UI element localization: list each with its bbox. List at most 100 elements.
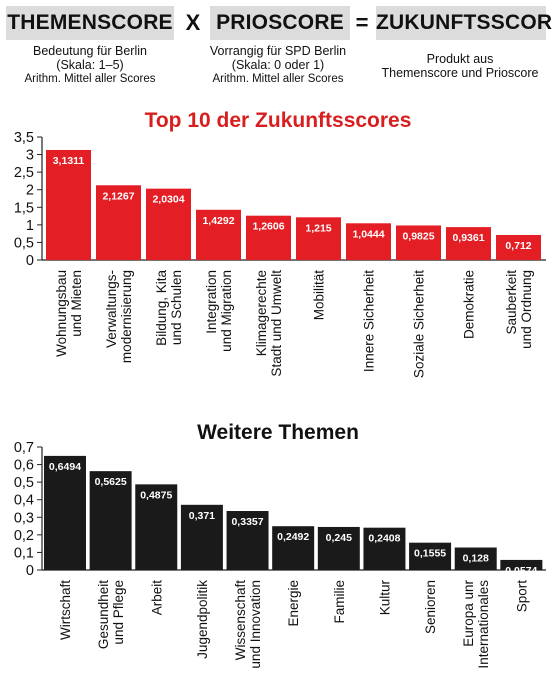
themenscore-label: THEMENSCORE <box>6 6 174 40</box>
y-tick-label: 0,1 <box>14 545 34 561</box>
category-label: Sport <box>514 580 529 613</box>
y-tick-label: 0,3 <box>14 510 34 526</box>
y-tick-label: 1 <box>26 218 34 234</box>
prioscore-desc-line2: (Skala: 0 oder 1) <box>231 58 325 72</box>
data-label: 0,0574 <box>505 565 537 577</box>
category-label: Kultur <box>377 580 392 616</box>
y-tick-label: 3,5 <box>14 130 34 146</box>
y-tick-label: 0 <box>26 563 34 579</box>
prioscore-label: PRIOSCORE <box>210 6 350 40</box>
category-label: Demokratie <box>462 270 477 339</box>
data-label: 1,215 <box>305 222 331 234</box>
data-label: 0,9361 <box>452 232 484 244</box>
bar <box>89 471 132 570</box>
themenscore-desc-line2: (Skala: 1–5) <box>56 58 124 72</box>
category-label: Energie <box>286 580 301 627</box>
bar <box>272 526 315 570</box>
data-label: 3,1311 <box>53 155 85 167</box>
prioscore-description: Vorrangig für SPD Berlin (Skala: 0 oder … <box>188 44 368 86</box>
themenscore-desc-line3: Arithm. Mittel aller Scores <box>24 73 156 85</box>
data-label: 0,2492 <box>277 531 309 543</box>
y-tick-label: 0,6 <box>14 458 34 474</box>
data-label: 0,371 <box>189 510 215 522</box>
category-label: Gesundheitund Pflege <box>96 580 126 649</box>
y-tick-label: 1,5 <box>14 200 34 216</box>
data-label: 0,5625 <box>95 476 127 488</box>
bar <box>296 217 341 260</box>
data-label: 0,128 <box>463 553 489 565</box>
category-label: Bildung, Kitaund Schulen <box>154 270 184 346</box>
data-label: 0,2408 <box>368 533 400 545</box>
y-tick-label: 0,5 <box>14 475 34 491</box>
bar <box>226 511 269 570</box>
bar <box>500 559 543 570</box>
category-label: Jugendpolitik <box>195 580 210 659</box>
equals-operator: = <box>355 10 369 35</box>
bar <box>317 526 360 570</box>
y-tick-label: 0,7 <box>14 440 34 456</box>
category-label: Europa unrInternationales <box>461 579 491 668</box>
prioscore-desc-line1: Vorrangig für SPD Berlin <box>209 44 347 58</box>
bar <box>44 455 86 570</box>
bar <box>196 209 241 260</box>
zukunftsscore-description: Produkt aus Themenscore und Prioscore <box>370 52 550 80</box>
zukunftsscore-label: ZUKUNFTSSCORE <box>376 6 552 40</box>
y-tick-label: 0 <box>26 253 34 269</box>
bar <box>46 149 91 260</box>
prioscore-desc-line3: Arithm. Mittel aller Scores <box>212 73 344 85</box>
category-label: Soziale Sicherheit <box>412 270 427 378</box>
data-label: 1,2606 <box>252 221 284 233</box>
y-tick-label: 0,5 <box>14 235 34 251</box>
data-label: 0,1555 <box>414 548 446 560</box>
top10-chart: Top 10 der Zukunftsscores 0 0,51 1,52 2,53 3,… <box>14 109 546 378</box>
y-tick-label: 3 <box>26 148 34 164</box>
category-label: Mobilität <box>312 270 327 321</box>
y-tick-label: 0,2 <box>14 528 34 544</box>
y-tick-label: 0,4 <box>14 493 34 509</box>
data-label: 0,4875 <box>140 489 172 501</box>
chart-title: Weitere Themen <box>197 421 359 444</box>
zukunft-desc-line2: Themenscore und Prioscore <box>381 66 539 80</box>
category-label: Familie <box>332 580 347 624</box>
bar <box>396 225 441 260</box>
data-label: 0,3357 <box>231 516 263 528</box>
bar <box>180 504 223 570</box>
data-label: 0,245 <box>326 532 352 544</box>
y-tick-label: 2 <box>26 183 34 199</box>
bar <box>496 234 541 260</box>
data-label: 0,6494 <box>49 461 81 473</box>
category-label: Innere Sicherheit <box>362 270 377 372</box>
category-label: Verwaltungs-modernisierung <box>104 270 134 363</box>
category-label: Wirtschaft <box>58 580 73 640</box>
weitere-themen-chart: Weitere Themen 0 0,10,2 0,30,4 0,50,6 0,7 0,64… <box>14 421 546 669</box>
data-label: 2,0304 <box>152 194 184 206</box>
score-formula-header: THEMENSCORE X PRIOSCORE = ZUKUNFTSSCORE … <box>0 0 552 96</box>
themenscore-desc-line1: Bedeutung für Berlin <box>33 44 147 58</box>
multiply-operator: X <box>185 10 201 35</box>
chart-title: Top 10 der Zukunftsscores <box>145 109 412 132</box>
data-label: 0,712 <box>505 240 531 252</box>
category-label: KlimagerechteStadt und Umwelt <box>254 270 284 377</box>
category-label: Arbeit <box>149 580 164 616</box>
data-label: 0,9825 <box>402 230 434 242</box>
category-label: Sauberkeitund Ordnung <box>504 270 534 349</box>
y-tick-label: 2,5 <box>14 165 34 181</box>
data-label: 2,1267 <box>102 190 134 202</box>
data-label: 1,4292 <box>202 215 234 227</box>
bar <box>346 223 391 260</box>
bar <box>146 188 191 260</box>
category-label: Wissenschaftund Innovation <box>233 580 263 669</box>
data-label: 1,0444 <box>352 228 384 240</box>
bar <box>135 484 178 570</box>
bar <box>246 215 291 260</box>
bar <box>363 527 406 570</box>
bar <box>96 185 141 260</box>
bar <box>446 227 491 260</box>
themenscore-description: Bedeutung für Berlin (Skala: 1–5) Arithm… <box>0 44 180 86</box>
zukunft-desc-line1: Produkt aus <box>426 52 494 66</box>
bar <box>454 547 497 570</box>
category-label: Wohnungsbauund Mieten <box>54 270 84 357</box>
bar <box>409 542 452 570</box>
category-label: Senioren <box>423 580 438 634</box>
category-label: Integrationund Migration <box>204 270 234 352</box>
